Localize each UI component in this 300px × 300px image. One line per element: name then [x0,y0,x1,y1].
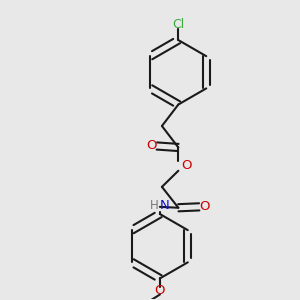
Text: O: O [182,160,192,172]
Text: H: H [150,200,159,212]
Text: Cl: Cl [172,18,184,31]
Text: O: O [146,140,157,152]
Text: O: O [154,284,165,298]
Text: N: N [160,200,169,212]
Text: O: O [199,200,210,213]
